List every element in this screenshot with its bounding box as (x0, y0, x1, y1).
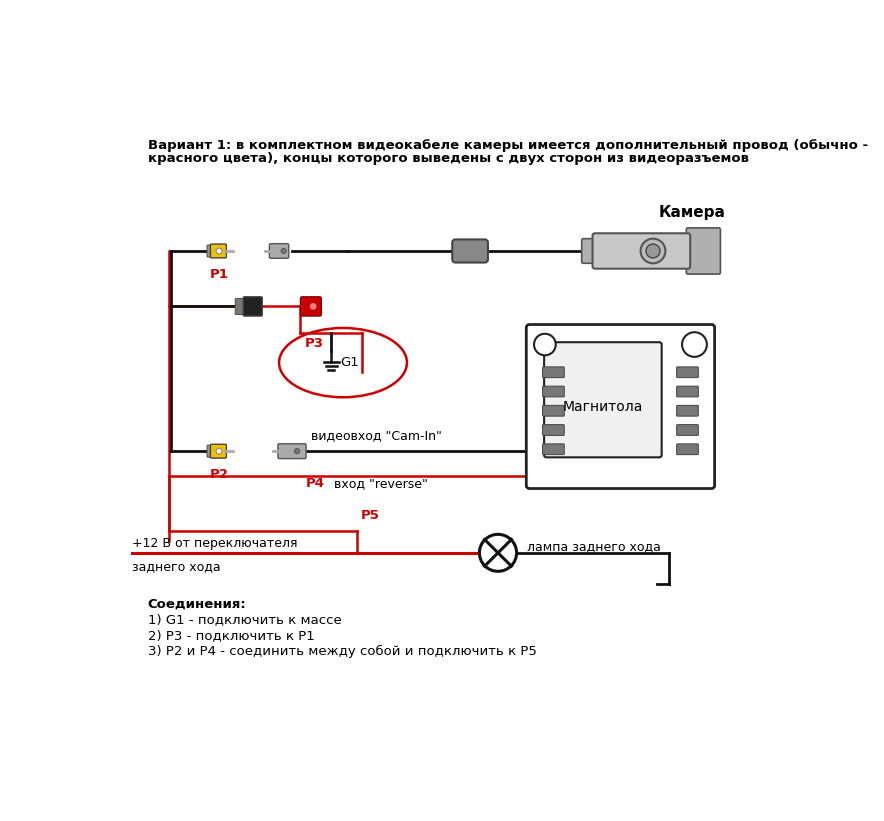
FancyBboxPatch shape (207, 245, 214, 257)
Circle shape (216, 448, 222, 454)
FancyBboxPatch shape (243, 297, 263, 316)
Circle shape (309, 302, 317, 310)
Circle shape (216, 248, 222, 254)
Text: Камера: Камера (659, 205, 725, 220)
Text: P2: P2 (210, 468, 229, 481)
FancyBboxPatch shape (270, 244, 289, 259)
FancyBboxPatch shape (301, 297, 321, 316)
Text: 2) P3 - подключить к P1: 2) P3 - подключить к P1 (148, 629, 315, 642)
FancyBboxPatch shape (207, 445, 214, 457)
Circle shape (646, 244, 660, 258)
Text: P3: P3 (304, 337, 324, 351)
Text: вход "reverse": вход "reverse" (333, 477, 428, 490)
Text: видеовход "Cam-In": видеовход "Cam-In" (311, 429, 442, 442)
FancyBboxPatch shape (592, 233, 690, 268)
Circle shape (534, 334, 556, 355)
Text: заднего хода: заднего хода (133, 561, 221, 574)
Text: P5: P5 (361, 509, 380, 522)
FancyBboxPatch shape (686, 228, 720, 274)
Text: Вариант 1: в комплектном видеокабеле камеры имеется дополнительный провод (обычн: Вариант 1: в комплектном видеокабеле кам… (148, 139, 868, 152)
Circle shape (641, 239, 666, 264)
Text: P4: P4 (306, 477, 324, 490)
Text: 1) G1 - подключить к массе: 1) G1 - подключить к массе (148, 613, 341, 626)
Circle shape (682, 333, 707, 357)
Text: +12 В от переключателя: +12 В от переключателя (133, 537, 298, 550)
Text: красного цвета), концы которого выведены с двух сторон из видеоразъемов: красного цвета), концы которого выведены… (148, 153, 749, 165)
Circle shape (479, 534, 516, 571)
FancyBboxPatch shape (210, 244, 226, 258)
FancyBboxPatch shape (235, 299, 246, 314)
FancyBboxPatch shape (210, 444, 226, 458)
FancyBboxPatch shape (676, 367, 698, 378)
Text: G1: G1 (340, 356, 360, 369)
Text: P1: P1 (210, 268, 229, 281)
FancyBboxPatch shape (543, 406, 564, 416)
FancyBboxPatch shape (676, 424, 698, 435)
FancyBboxPatch shape (543, 386, 564, 397)
FancyBboxPatch shape (526, 324, 714, 488)
FancyBboxPatch shape (676, 386, 698, 397)
Text: Магнитола: Магнитола (563, 400, 643, 414)
FancyBboxPatch shape (545, 342, 662, 457)
FancyBboxPatch shape (676, 444, 698, 455)
FancyBboxPatch shape (676, 406, 698, 416)
FancyBboxPatch shape (453, 240, 488, 263)
Text: Соединения:: Соединения: (148, 598, 247, 611)
FancyBboxPatch shape (278, 443, 306, 459)
FancyBboxPatch shape (543, 424, 564, 435)
Circle shape (294, 448, 300, 454)
Text: лампа заднего хода: лампа заднего хода (528, 540, 661, 553)
Text: 3) P2 и P4 - соединить между собой и подключить к Р5: 3) P2 и P4 - соединить между собой и под… (148, 645, 537, 658)
FancyBboxPatch shape (582, 239, 600, 264)
Circle shape (281, 249, 286, 254)
FancyBboxPatch shape (543, 444, 564, 455)
FancyBboxPatch shape (543, 367, 564, 378)
